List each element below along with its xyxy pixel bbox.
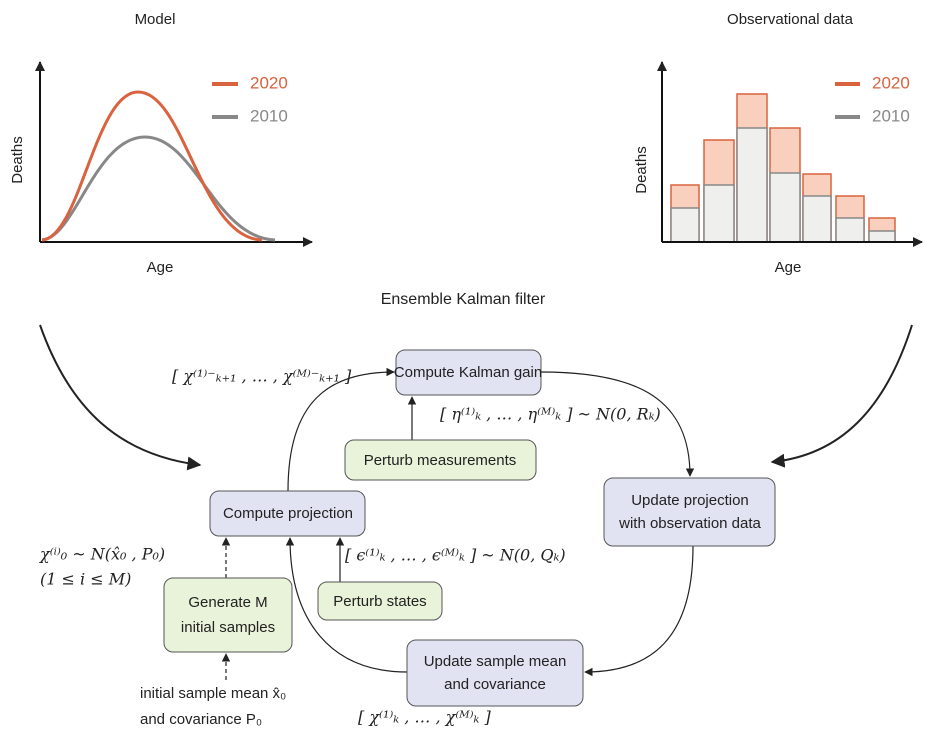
node-label: with observation data [618, 515, 761, 532]
node-box [395, 349, 542, 396]
legend-label: 2010 [250, 106, 288, 125]
y-axis-label: Deaths [9, 136, 26, 184]
legend-label: 2010 [872, 106, 910, 125]
arrow [584, 545, 694, 677]
node-label: Perturb states [333, 593, 426, 610]
bar-2010 [769, 172, 801, 243]
curve-2020 [41, 90, 263, 242]
node-box [209, 490, 366, 537]
node-label: Update sample mean [424, 653, 567, 670]
node-box [406, 639, 584, 707]
x-axis-label: Age [147, 259, 174, 276]
x-axis-label: Age [775, 259, 802, 276]
bar-2010 [736, 127, 768, 243]
annotation: χ⁽ⁱ⁾₀ ~ N(x̂₀ , P₀) [39, 545, 165, 564]
node-label: Update projection [631, 492, 749, 509]
bar-2010 [802, 195, 832, 243]
annotation: initial sample mean x̂₀ [140, 685, 286, 702]
node-box [344, 439, 537, 481]
panel-title: Observational data [727, 11, 854, 28]
arrow [287, 367, 395, 492]
y-axis-label: Deaths [633, 146, 650, 194]
arrow [770, 324, 913, 468]
node-box [163, 577, 293, 653]
bar-2010 [835, 217, 865, 243]
node-box [317, 581, 443, 621]
node-label: initial samples [181, 619, 275, 636]
arrow [285, 537, 408, 673]
node-box [603, 477, 776, 547]
curve-2010 [41, 135, 276, 242]
arrow [39, 324, 202, 471]
annotation: [ η⁽¹⁾ₖ , … , η⁽ᴹ⁾ₖ ] ~ N(0, Rₖ) [440, 405, 661, 424]
bar-2010 [670, 207, 700, 243]
node-label: Compute Kalman gain [394, 364, 542, 381]
annotation: [ χ⁽¹⁾ₖ , … , χ⁽ᴹ⁾ₖ ] [358, 708, 491, 727]
bar-2010 [703, 184, 735, 243]
section-title: Ensemble Kalman filter [381, 291, 546, 308]
annotation: [ ϵ⁽¹⁾ₖ , … , ϵ⁽ᴹ⁾ₖ ] ~ N(0, Qₖ) [345, 546, 566, 565]
histogram [670, 93, 896, 243]
legend-label: 2020 [872, 73, 910, 92]
arrow [540, 371, 695, 477]
annotation: and covariance P₀ [140, 711, 262, 728]
node-label: Compute projection [223, 505, 353, 522]
panel-title: Model [135, 11, 176, 28]
annotation: (1 ≤ i ≤ M) [40, 570, 131, 589]
node-label: Perturb measurements [364, 452, 517, 469]
node-label: Generate M [188, 594, 267, 611]
legend-label: 2020 [250, 73, 288, 92]
node-label: and covariance [444, 676, 546, 693]
bar-2010 [868, 230, 896, 243]
annotation: [ χ⁽¹⁾⁻ₖ₊₁ , … , χ⁽ᴹ⁾⁻ₖ₊₁ ] [172, 367, 352, 386]
